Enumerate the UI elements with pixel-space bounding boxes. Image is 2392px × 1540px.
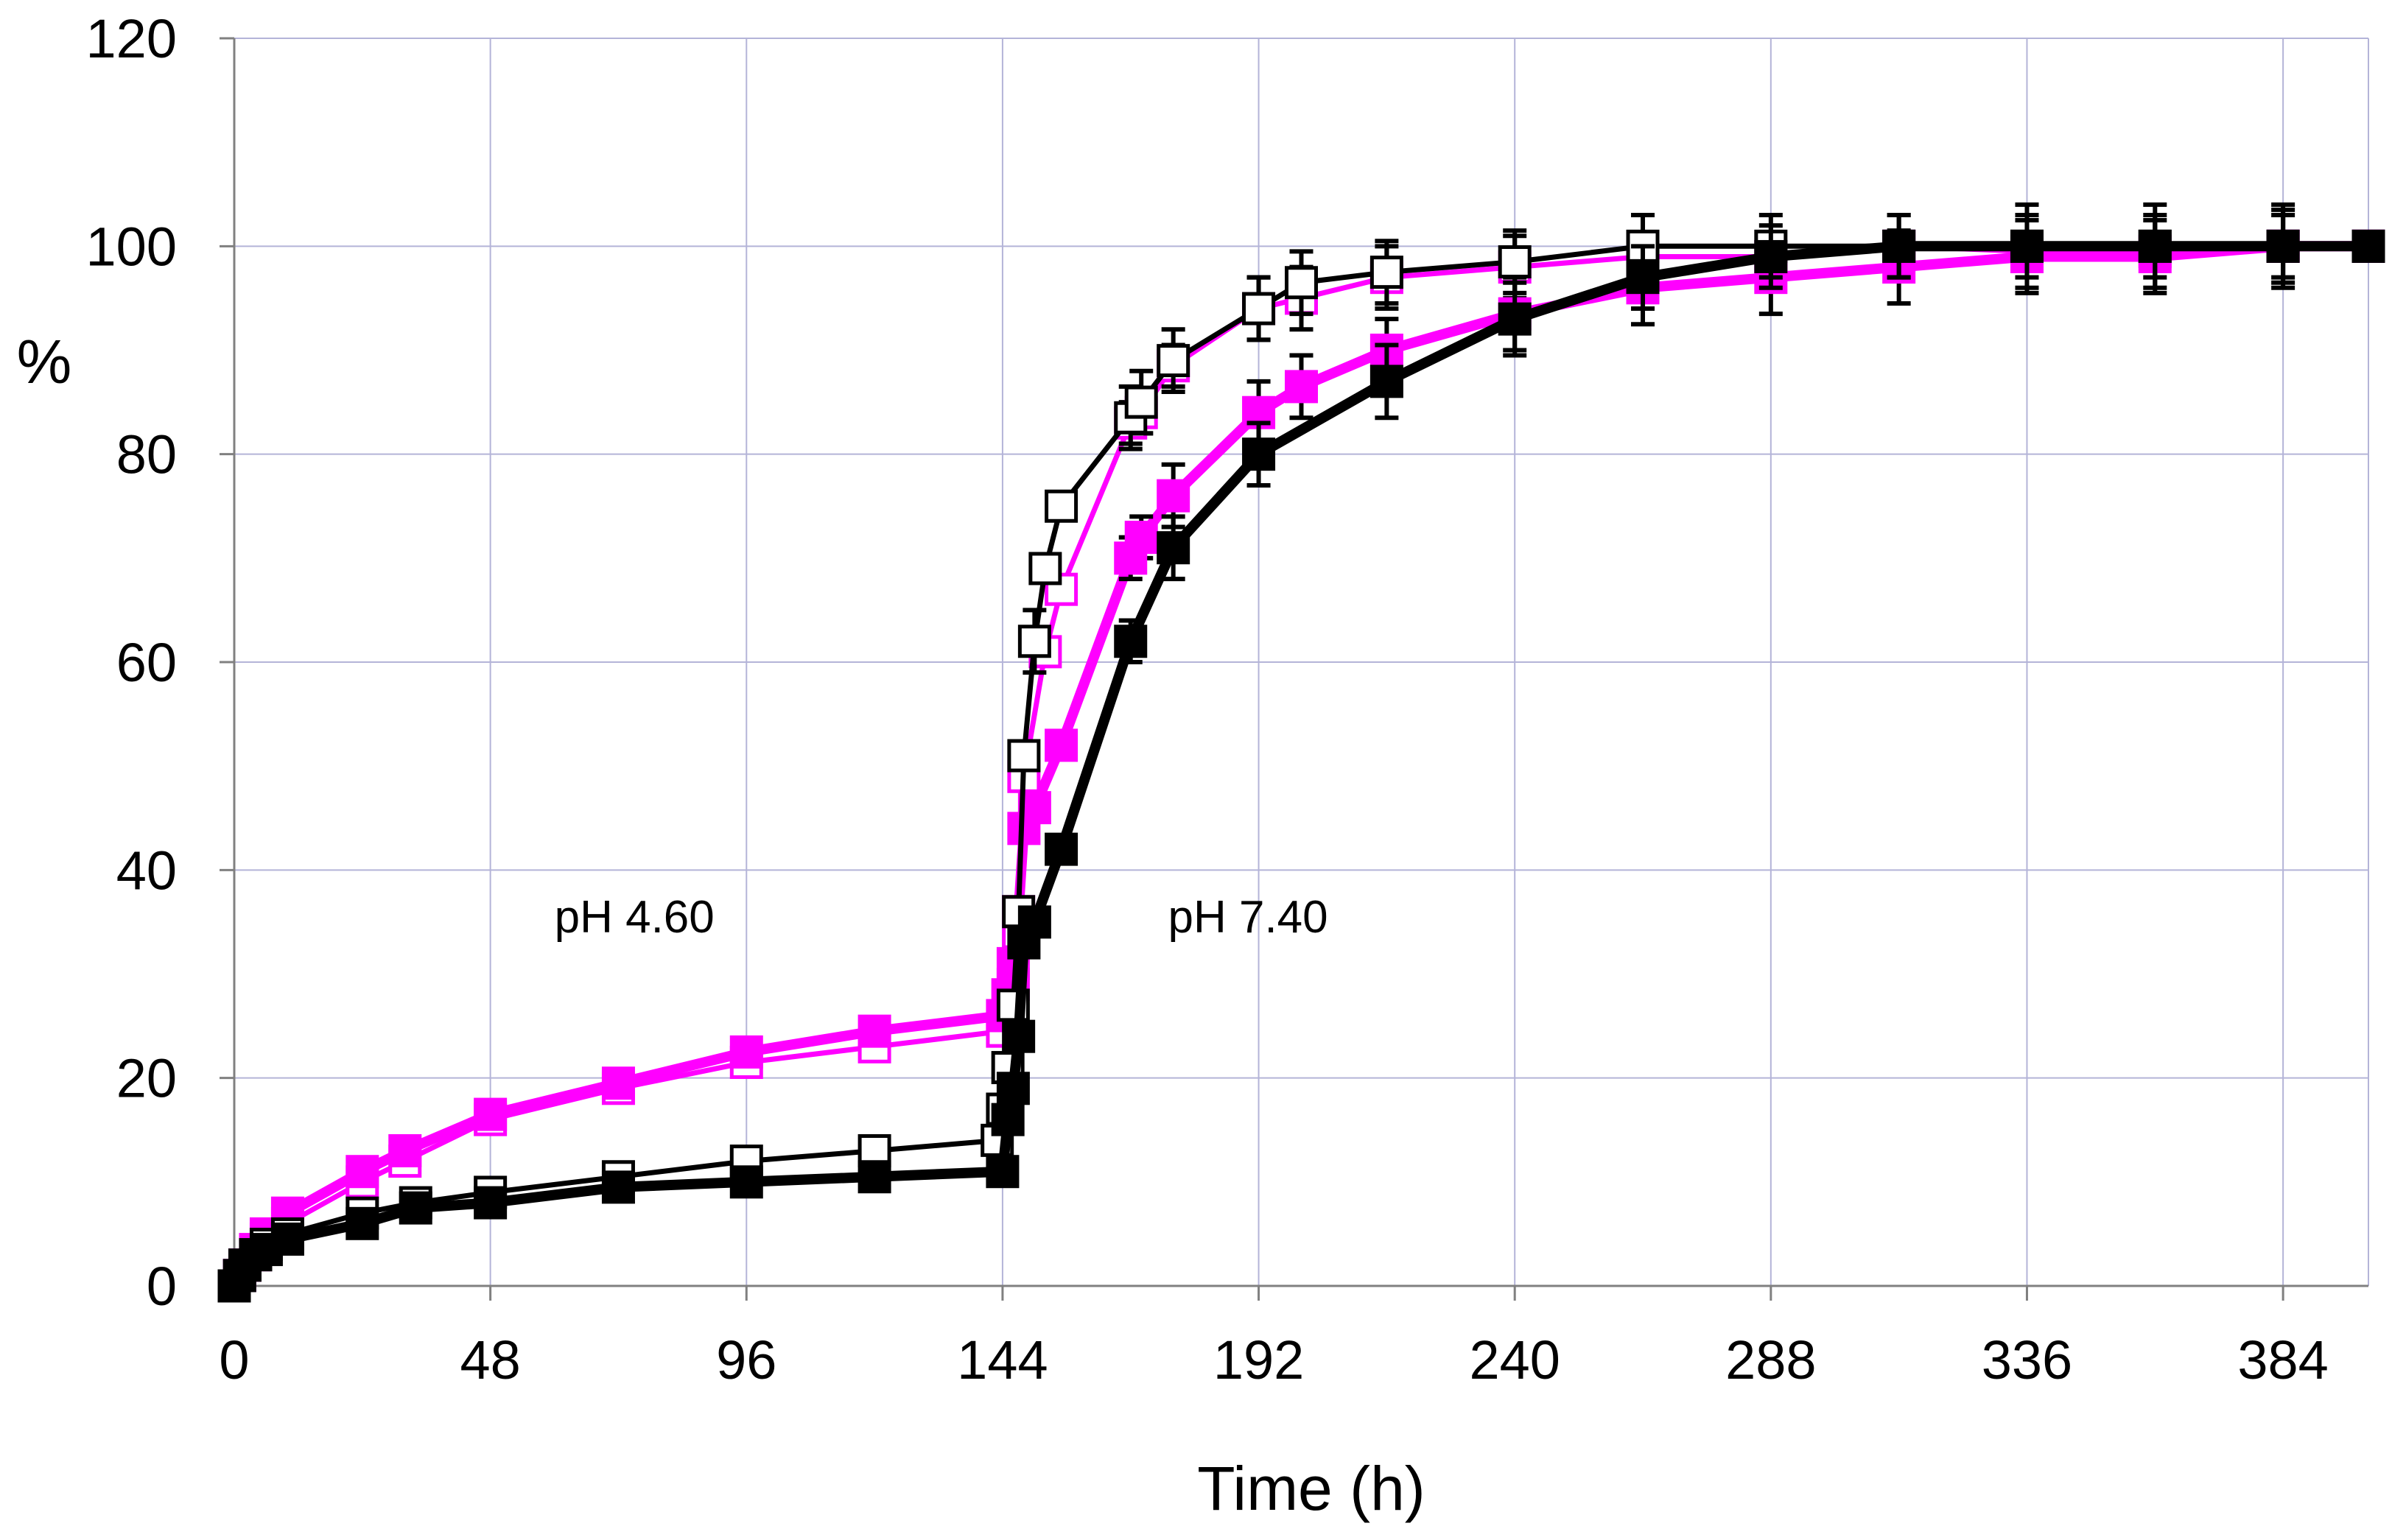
data-point-black-open-25 <box>1285 266 1318 300</box>
data-point-magenta-filled-6 <box>346 1155 379 1189</box>
data-point-magenta-filled-10 <box>729 1035 763 1069</box>
data-point-black-filled-13 <box>991 1103 1025 1136</box>
y-tick-label-60: 60 <box>116 632 177 693</box>
series-black-filled <box>217 202 2385 1303</box>
data-point-black-open-20 <box>1045 489 1078 523</box>
data-point-black-filled-24 <box>1626 261 1660 295</box>
data-point-black-filled-28 <box>2138 229 2172 263</box>
data-point-magenta-filled-11 <box>857 1014 891 1048</box>
data-point-black-filled-14 <box>996 1072 1030 1105</box>
data-point-black-filled-9 <box>601 1170 635 1204</box>
x-tick-label-144: 144 <box>957 1329 1048 1390</box>
y-axis-title: % <box>17 327 72 396</box>
data-point-black-filled-26 <box>1882 229 1916 263</box>
data-point-black-open-22 <box>1124 385 1158 419</box>
data-point-magenta-filled-24 <box>1369 334 1403 367</box>
data-point-black-filled-30 <box>2351 229 2385 263</box>
annotation-0: pH 4.60 <box>555 892 715 943</box>
data-point-black-filled-22 <box>1369 365 1403 398</box>
data-point-black-filled-19 <box>1114 625 1148 658</box>
data-point-black-filled-18 <box>1045 832 1078 866</box>
x-tick-label-96: 96 <box>716 1329 776 1390</box>
data-point-black-open-24 <box>1242 292 1276 326</box>
data-point-magenta-filled-9 <box>601 1066 635 1100</box>
x-tick-label-384: 384 <box>2237 1329 2328 1390</box>
data-point-black-filled-23 <box>1498 302 1532 336</box>
x-tick-label-48: 48 <box>460 1329 520 1390</box>
data-point-magenta-filled-8 <box>474 1097 508 1131</box>
data-point-black-open-17 <box>1007 739 1041 773</box>
data-point-black-filled-29 <box>2266 229 2300 263</box>
annotation-1: pH 7.40 <box>1168 892 1327 943</box>
x-tick-label-336: 336 <box>1982 1329 2072 1390</box>
data-point-magenta-filled-23 <box>1285 370 1318 404</box>
data-point-black-open-27 <box>1498 245 1532 279</box>
data-point-black-filled-27 <box>2010 229 2044 263</box>
labels: 0 20 40 60 80 100 120 0 48 96 144 192 240 288 336 384 pH… <box>86 8 2329 1390</box>
data-point-black-filled-17 <box>1017 905 1051 939</box>
data-point-black-filled-7 <box>399 1191 432 1225</box>
y-tick-label-40: 40 <box>116 840 177 901</box>
data-point-black-filled-15 <box>1002 1019 1036 1053</box>
data-point-black-filled-25 <box>1754 239 1788 273</box>
data-point-black-filled-12 <box>986 1155 1020 1189</box>
data-point-black-filled-10 <box>729 1165 763 1199</box>
y-tick-label-20: 20 <box>116 1048 177 1109</box>
y-tick-label-100: 100 <box>86 216 177 277</box>
data-point-black-filled-20 <box>1157 531 1190 565</box>
y-tick-label-0: 0 <box>147 1256 177 1317</box>
y-tick-label-120: 120 <box>86 8 177 69</box>
data-point-black-filled-8 <box>474 1186 508 1220</box>
x-tick-label-288: 288 <box>1725 1329 1816 1390</box>
x-tick-label-192: 192 <box>1213 1329 1304 1390</box>
x-tick-label-0: 0 <box>219 1329 249 1390</box>
series-magenta-filled <box>217 207 2385 1303</box>
data-point-black-open-19 <box>1028 552 1062 586</box>
data-point-black-filled-21 <box>1242 437 1276 471</box>
y-tick-label-80: 80 <box>116 424 177 485</box>
data-point-magenta-filled-7 <box>388 1133 422 1167</box>
data-point-magenta-filled-18 <box>1045 728 1078 762</box>
x-axis-title: Time (h) <box>1197 1454 1425 1523</box>
data-point-black-open-26 <box>1369 256 1403 289</box>
data-point-black-filled-5 <box>270 1222 304 1256</box>
series-group <box>217 202 2385 1303</box>
x-tick-label-240: 240 <box>1469 1329 1560 1390</box>
data-point-black-filled-11 <box>857 1160 891 1194</box>
axes <box>220 37 2368 1301</box>
data-point-black-open-23 <box>1157 344 1190 378</box>
data-point-magenta-filled-21 <box>1157 479 1190 513</box>
data-point-black-filled-6 <box>346 1206 379 1240</box>
data-point-magenta-filled-20 <box>1124 521 1158 555</box>
data-point-black-open-18 <box>1017 625 1051 658</box>
